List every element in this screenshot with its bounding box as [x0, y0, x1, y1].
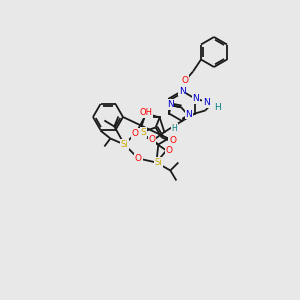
Text: O: O — [182, 76, 188, 85]
Text: N: N — [178, 86, 185, 95]
Text: S: S — [141, 128, 146, 137]
Text: Si: Si — [121, 140, 128, 149]
Text: N: N — [193, 94, 200, 103]
Text: N: N — [167, 100, 173, 109]
Text: N: N — [186, 110, 192, 118]
Text: N: N — [203, 98, 210, 107]
Text: OH: OH — [139, 108, 152, 117]
Text: O: O — [169, 136, 176, 145]
Text: Si: Si — [154, 158, 162, 167]
Text: O: O — [135, 154, 142, 163]
Text: O: O — [166, 146, 173, 155]
Text: O: O — [132, 129, 139, 138]
Text: H: H — [172, 124, 177, 133]
Text: O: O — [148, 136, 155, 145]
Text: H: H — [214, 103, 221, 112]
